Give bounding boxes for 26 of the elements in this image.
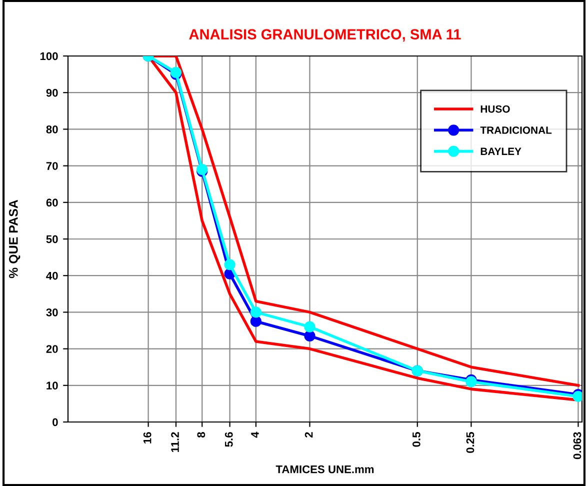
y-tick-label: 90 bbox=[46, 88, 58, 97]
x-tick-label: 0.063 bbox=[573, 432, 582, 460]
y-tick-label: 30 bbox=[46, 308, 58, 316]
y-tick-label: 0 bbox=[52, 418, 58, 426]
x-tick-label: 2 bbox=[304, 432, 313, 438]
x-tick-label: 8 bbox=[197, 432, 206, 438]
legend-label: TRADICIONAL bbox=[480, 126, 552, 134]
y-tick-label: 100 bbox=[40, 52, 58, 60]
chart-title: ANALISIS GRANULOMETRICO, SMA 11 bbox=[189, 29, 461, 42]
y-tick-label: 80 bbox=[46, 125, 58, 134]
legend-label: HUSO bbox=[480, 105, 510, 113]
legend-label: BAYLEY bbox=[480, 148, 522, 155]
y-tick-label: 60 bbox=[46, 198, 58, 207]
x-axis-title: TAMICES UNE.mm bbox=[276, 465, 374, 474]
y-tick-label: 10 bbox=[46, 382, 58, 390]
x-tick-label: 11.2 bbox=[171, 432, 179, 452]
x-tick-label: 5.6 bbox=[224, 432, 233, 447]
y-tick-label: 50 bbox=[46, 235, 58, 244]
y-tick-label: 20 bbox=[46, 345, 58, 353]
x-tick-label: 0.25 bbox=[466, 432, 474, 453]
x-tick-label: 0.5 bbox=[412, 432, 420, 447]
x-tick-label: 16 bbox=[143, 432, 152, 444]
y-tick-label: 40 bbox=[46, 272, 58, 280]
x-tick-label: 4 bbox=[251, 432, 259, 438]
y-tick-label: 70 bbox=[46, 162, 58, 170]
y-axis-title: % QUE PASA bbox=[8, 200, 20, 278]
